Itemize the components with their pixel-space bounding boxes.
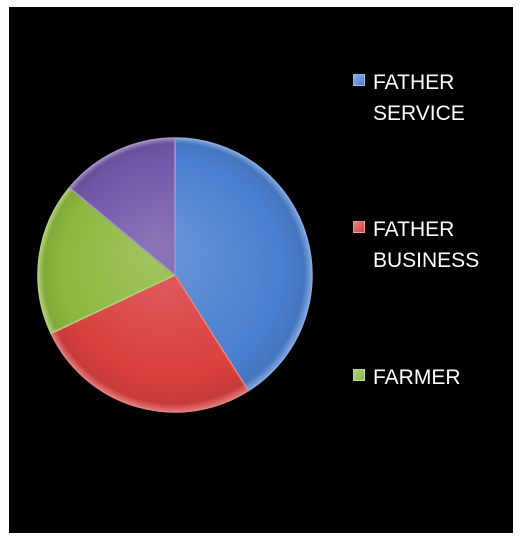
legend-item-farmer: FARMER (353, 362, 498, 393)
pie-slice-father-business (50, 274, 250, 413)
legend-label-farmer: FARMER (373, 366, 461, 389)
legend-item-father-business: FATHER BUSINESS (353, 214, 498, 276)
legend-label-father-service: FATHER SERVICE (373, 71, 465, 125)
pie-chart (37, 137, 313, 413)
pie-slice-farmer (37, 186, 176, 335)
pie-slice-slice-4 (68, 137, 176, 276)
legend-item-father-service: FATHER SERVICE (353, 67, 498, 129)
chart-area: FATHER SERVICE FATHER BUSINESS FARMER (9, 7, 513, 533)
pie-slice-father-service (174, 137, 313, 392)
legend-swatch-farmer (353, 369, 365, 381)
legend-swatch-father-service (353, 74, 365, 86)
legend-label-father-business: FATHER BUSINESS (373, 218, 480, 272)
legend-swatch-father-business (353, 221, 365, 233)
